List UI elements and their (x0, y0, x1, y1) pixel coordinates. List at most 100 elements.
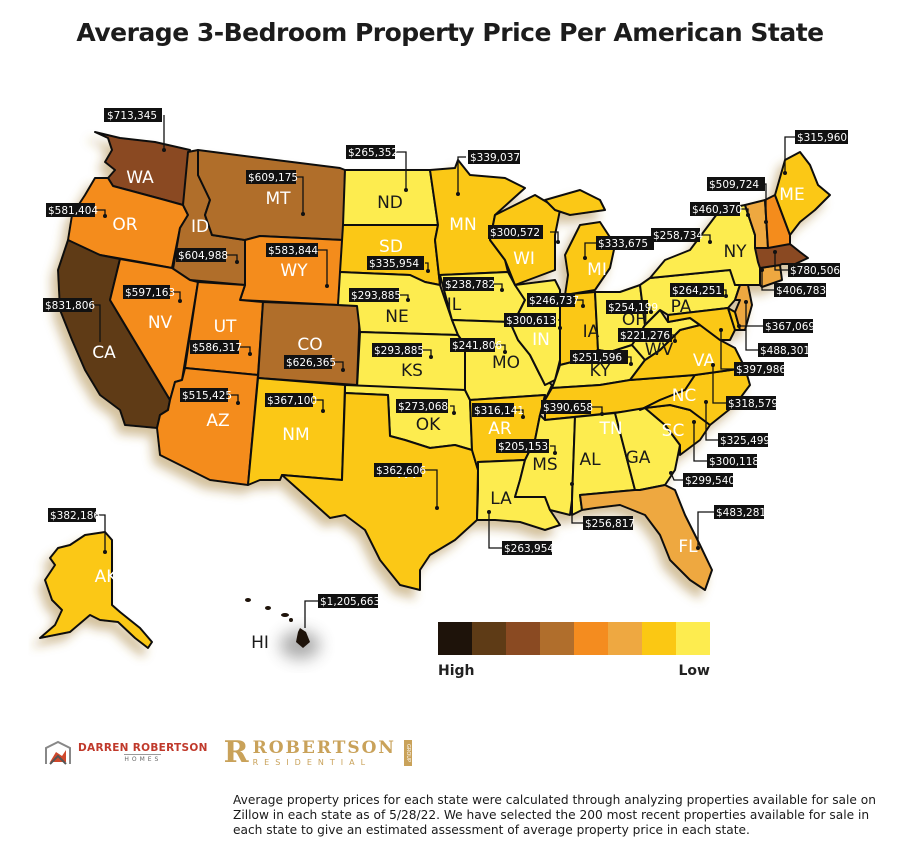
price-PA: $264,251 (672, 285, 722, 297)
price-NV: $597,163 (125, 287, 175, 299)
price-DE: $367,069 (765, 321, 815, 333)
price-VT: $460,370 (692, 204, 742, 216)
logo2-name: ROBERTSON (252, 738, 396, 758)
price-AK: $382,186 (50, 510, 100, 522)
abbr-FL: FL (678, 537, 698, 557)
price-OK: $273,068 (398, 401, 448, 413)
abbr-MI: MI (587, 260, 607, 280)
abbr-AK: AK (95, 567, 119, 587)
abbr-AR: AR (488, 419, 512, 439)
price-MA: $780,506 (790, 265, 840, 277)
house-icon (45, 740, 71, 765)
price-UT: $586,317 (192, 342, 242, 354)
abbr-CO: CO (297, 335, 322, 355)
price-VA: $318,579 (728, 398, 778, 410)
price-IL: $300,613 (506, 315, 556, 327)
page-title: Average 3-Bedroom Property Price Per Ame… (76, 18, 824, 47)
abbr-IA: IA (583, 322, 600, 342)
price-IA: $238,782 (445, 279, 495, 291)
price-ID: $604,988 (178, 250, 228, 262)
price-ND: $265,352 (348, 147, 398, 159)
price-WA: $713,345 (107, 110, 157, 122)
legend-swatch-2 (472, 622, 506, 655)
price-NH: $509,724 (709, 179, 759, 191)
abbr-TN: TN (598, 419, 622, 439)
price-HI: $1,205,663 (320, 596, 380, 608)
state-AK[interactable] (39, 531, 153, 649)
logo2-tag: GROUP (403, 739, 412, 766)
price-AR: $316,141 (474, 405, 524, 417)
abbr-OK: OK (416, 415, 441, 435)
abbr-WV: WV (645, 340, 674, 360)
legend-swatch-4 (540, 622, 574, 655)
abbr-KS: KS (401, 361, 423, 381)
state-VT[interactable] (744, 199, 769, 249)
abbr-CA: CA (92, 343, 116, 363)
state-ME[interactable] (774, 151, 831, 236)
abbr-NY: NY (723, 242, 747, 262)
abbr-PA: PA (671, 297, 692, 317)
price-ME: $315,960 (797, 132, 847, 144)
price-MN: $339,037 (470, 152, 520, 164)
abbr-ND: ND (377, 193, 403, 213)
keyhole-r-icon: R (223, 735, 249, 770)
price-CO: $626,365 (286, 357, 336, 369)
legend-low-label: Low (678, 663, 710, 679)
state-abbreviations: WA OR CA ID MT WY NV UT CO AZ NM ND SD N… (92, 168, 804, 653)
abbr-OR: OR (112, 215, 137, 235)
state-NH[interactable] (764, 194, 791, 249)
legend-color-scale (438, 622, 710, 655)
price-KS: $293,885 (374, 345, 424, 357)
abbr-MS: MS (532, 455, 557, 475)
price-OH: $254,199 (608, 302, 658, 314)
abbr-SD: SD (379, 237, 403, 257)
price-AZ: $515,425 (182, 390, 232, 402)
abbr-UT: UT (214, 317, 237, 337)
price-NJ: $488,301 (760, 345, 810, 357)
price-MD: $397,986 (736, 364, 786, 376)
abbr-WI: WI (513, 249, 535, 269)
abbr-ME: ME (779, 185, 804, 205)
abbr-MO: MO (492, 353, 520, 373)
state-HI[interactable] (245, 598, 310, 648)
state-MI[interactable] (544, 189, 616, 296)
price-WV: $221,276 (620, 330, 670, 342)
legend-swatch-6 (608, 622, 642, 655)
price-NE: $293,885 (351, 290, 401, 302)
abbr-ID: ID (191, 217, 209, 237)
price-WY: $583,844 (268, 245, 318, 257)
abbr-KY: KY (590, 361, 612, 381)
logo1-name: DARREN ROBERTSON (78, 742, 208, 754)
abbr-MT: MT (265, 189, 291, 209)
price-SD: $335,954 (369, 258, 419, 270)
abbr-IN: IN (532, 330, 550, 350)
darren-robertson-homes-logo: DARREN ROBERTSON HOMES (44, 740, 208, 766)
abbr-MN: MN (449, 215, 476, 235)
state-WI[interactable] (489, 194, 561, 286)
price-IN: $246,737 (529, 295, 579, 307)
price-TN: $390,658 (543, 402, 593, 414)
price-AL: $256,817 (585, 518, 635, 530)
state-TX[interactable] (281, 392, 479, 591)
color-legend: High Low (438, 622, 710, 679)
legend-swatch-8 (676, 622, 710, 655)
abbr-WY: WY (280, 261, 308, 281)
legend-swatch-1 (438, 622, 472, 655)
price-MS: $205,153 (498, 441, 548, 453)
state-FL[interactable] (579, 484, 713, 591)
price-NY: $258,734 (653, 230, 703, 242)
state-NJ[interactable] (734, 284, 753, 331)
price-NC: $325,499 (720, 435, 770, 447)
state-NC[interactable] (639, 367, 751, 426)
sponsor-logos: DARREN ROBERTSON HOMES R ROBERTSON RESID… (44, 735, 412, 770)
legend-swatch-5 (574, 622, 608, 655)
methodology-footnote: Average property prices for each state w… (233, 793, 876, 837)
abbr-NE: NE (385, 307, 408, 327)
price-callouts: $713,345 $581,404 $831,806 $604,988 $609… (43, 108, 848, 628)
abbr-HI: HI (251, 633, 269, 653)
abbr-NM: NM (282, 425, 309, 445)
abbr-NV: NV (148, 313, 173, 333)
abbr-AL: AL (579, 450, 601, 470)
abbr-NC: NC (672, 386, 697, 406)
